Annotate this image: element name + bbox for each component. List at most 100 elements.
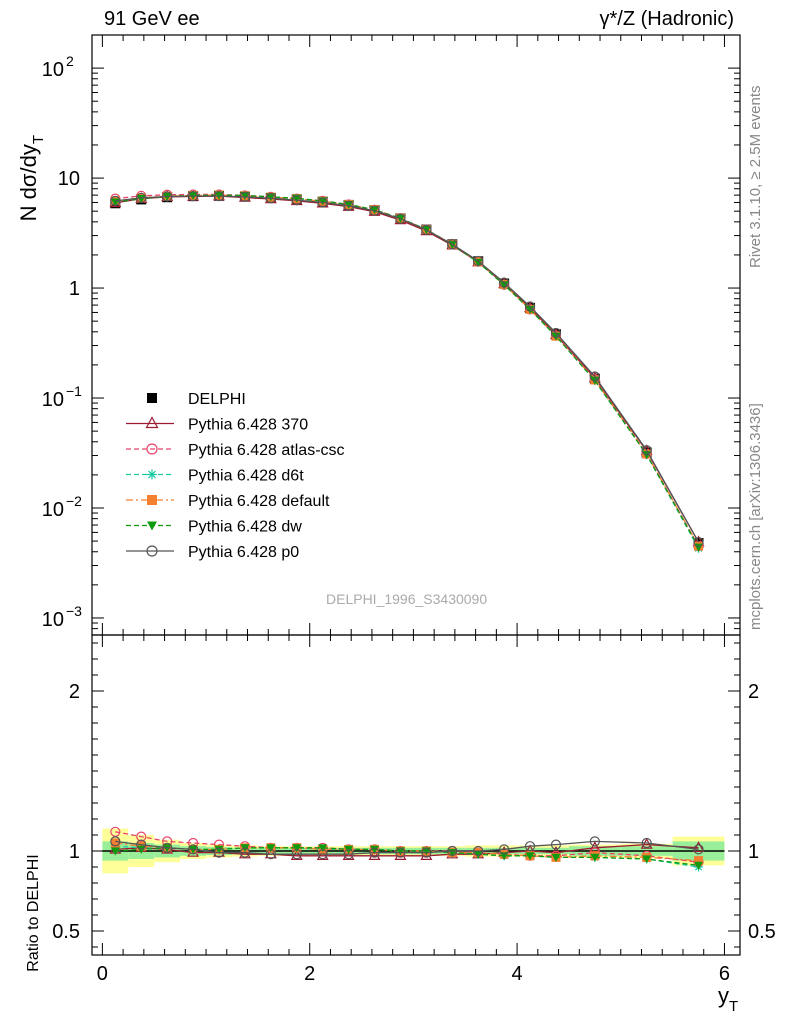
ratio-point [525,852,535,861]
mc-point [473,258,483,267]
y-tick-label-exponent: −1 [66,383,82,399]
ratio-point [694,861,704,870]
ratio-y-tick-label: 1 [69,841,80,863]
mc-point [240,191,250,200]
mc-point [499,277,510,288]
ratio-point [642,855,652,864]
ratio-point [421,847,432,858]
ratio-series-layer [109,826,705,872]
ratio-point [239,847,251,858]
ratio-point [370,845,380,854]
header-right-label: γ*/Z (Hadronic) [599,8,734,30]
mc-point [213,191,225,202]
mc-point [550,327,562,339]
y-tick-label: 10 [58,168,80,190]
ratio-point [187,844,199,855]
ratio-y-tick-label-right: 1 [748,841,759,863]
mc-point [291,195,302,206]
ratio-point [499,844,510,855]
ratio-point [136,845,146,854]
legend-marker [146,545,158,557]
mc-point [265,193,276,204]
mc-point [136,192,147,204]
mc-point [187,191,199,202]
legend-label: Pythia 6.428 d6t [188,468,304,485]
legend-label: Pythia 6.428 370 [188,417,308,434]
mc-point [525,305,535,314]
legend-marker [147,393,157,403]
ratio-point [266,844,276,853]
ratio-y-tick-label: 2 [69,681,80,703]
ratio-point [292,844,302,853]
ratio-y-tick-label-right: 0.5 [748,921,776,943]
ratio-point [343,849,354,860]
mc-point [110,195,121,207]
mc-point [421,224,432,235]
ratio-point [136,839,147,850]
legend-label: DELPHI [188,391,246,408]
ratio-point [473,845,484,857]
ratio-point [110,847,120,856]
header-left-label: 91 GeV ee [104,8,200,30]
legend-marker [146,443,158,455]
ratio-line [115,843,699,857]
legend-marker [145,416,159,429]
ratio-point [551,853,561,862]
ratio-y-tick-label-right: 2 [748,681,759,703]
mc-point [344,200,354,210]
x-tick-label: 4 [512,963,523,985]
ratio-point [395,847,405,856]
ratio-point [395,847,406,858]
mcplots-label: mcplots.cern.ch [arXiv:1306.3436] [747,403,764,630]
ratio-point [589,836,600,847]
mc-point [473,255,484,267]
ratio-point [136,831,147,842]
ratio-point [316,849,329,861]
ratio-line [115,840,699,855]
mc-series [110,191,704,548]
ratio-point [473,850,483,859]
ratio-series [110,836,704,860]
series-line [115,195,700,543]
x-axis-label: yT [718,983,738,1015]
rivet-version-label: Rivet 3.1.10, ≥ 2.5M events [747,85,764,269]
ratio-point [550,839,562,850]
ratio-point [110,836,121,847]
ratio-point [214,845,224,854]
ratio-point [110,826,121,837]
mc-point [239,191,251,202]
legend-label: Pythia 6.428 atlas-csc [188,442,345,459]
mc-point [318,197,328,206]
y-tick-label: 10 [42,389,64,411]
mc-point [136,195,146,204]
mc-point [266,193,276,202]
ratio-point [692,841,705,853]
y-tick-label: 10 [42,499,64,521]
ratio-point [264,847,277,859]
series-line [115,195,700,543]
y-tick-label: 10 [42,59,64,81]
legend-marker [147,521,157,531]
y-tick-label-exponent: 2 [66,53,74,69]
mc-point [589,371,600,382]
mc-point [343,200,354,211]
mc-point [524,301,536,312]
ratio-point [447,845,458,857]
ratio-y-tick-label: 0.5 [52,921,80,943]
ratio-point [213,847,225,858]
legend-marker [147,469,157,480]
ratio-point [421,847,431,856]
main-series-layer [109,189,705,553]
ratio-point [317,849,328,860]
ratio-point [694,856,704,866]
legend-label: Pythia 6.428 default [188,493,330,510]
y-axis-label: N dσ/dyT [16,135,47,221]
ratio-point [369,847,380,858]
ratio-point [368,849,381,861]
legend: DELPHI Pythia 6.428 370 Pythia 6.428 atlas… [126,391,345,561]
x-tick-label: 0 [97,963,108,985]
ratio-y-axis-label: Ratio to DELPHI [25,854,42,971]
ratio-point [291,849,302,860]
